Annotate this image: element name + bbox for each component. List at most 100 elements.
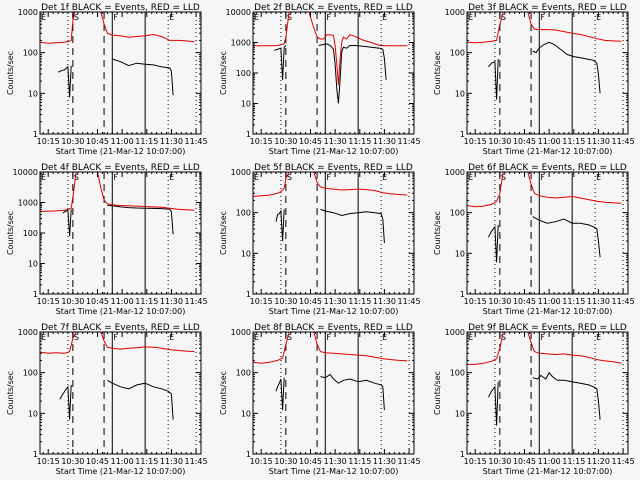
interval-marker-label: E (468, 333, 473, 342)
y-axis-label: Counts/sec (219, 51, 228, 95)
x-tick-label: 11:45 (398, 137, 421, 146)
x-tick-label: 10:15 (37, 137, 60, 146)
lld-series-line (253, 172, 408, 197)
interval-marker-label: F (326, 333, 331, 342)
y-tick-label: 10 (455, 89, 465, 98)
y-tick-label: 10 (241, 100, 251, 109)
panel-title: Det 5f BLACK = Events, RED = LLD (254, 163, 413, 173)
y-tick-label: 10 (241, 409, 251, 418)
plot-frame (466, 331, 629, 455)
panel-title: Det 2f BLACK = Events, RED = LLD (254, 3, 413, 13)
plot-frame (39, 11, 202, 135)
y-axis-label: Counts/sec (6, 371, 15, 415)
x-tick-label: 10:45 (86, 137, 109, 146)
y-tick-label: 1000 (445, 8, 465, 17)
y-tick-label: 100 (450, 369, 465, 378)
x-tick-label: 10:15 (37, 457, 60, 466)
plot-frame (252, 331, 415, 455)
x-tick-label: 11:15 (348, 457, 371, 466)
panel-title: Det 6f BLACK = Events, RED = LLD (468, 163, 627, 173)
interval-marker-label: F (326, 173, 331, 182)
interval-marker-label: E (41, 333, 46, 342)
plot-frame (252, 11, 415, 135)
x-tick-label: 10:30 (488, 457, 511, 466)
x-tick-label: 11:30 (587, 137, 610, 146)
x-tick-label: 10:15 (464, 457, 487, 466)
x-tick-label: 11:15 (135, 297, 158, 306)
x-tick-label: 11:00 (111, 297, 134, 306)
x-tick-label: 11:45 (612, 297, 635, 306)
y-tick-label: 100 (450, 209, 465, 218)
lld-series-line (467, 12, 622, 44)
y-axis-label: Counts/sec (6, 51, 15, 95)
lld-series-line (40, 172, 195, 212)
y-tick-label: 10 (28, 409, 38, 418)
y-tick-label: 100 (450, 49, 465, 58)
panel-title: Det 7f BLACK = Events, RED = LLD (41, 323, 200, 333)
x-tick-label: 11:15 (562, 297, 585, 306)
x-tick-label: 10:15 (464, 297, 487, 306)
interval-marker-label: S (287, 333, 292, 342)
x-tick-label: 11:30 (160, 457, 183, 466)
x-tick-label: 11:15 (562, 137, 585, 146)
interval-marker-label: F (540, 13, 545, 22)
x-tick-label: 10:30 (61, 137, 84, 146)
events-series-line (274, 43, 387, 104)
events-series-line (59, 379, 174, 420)
x-tick-label: 10:30 (274, 457, 297, 466)
x-tick-label: 10:15 (464, 137, 487, 146)
x-tick-label: 10:45 (86, 297, 109, 306)
events-series-line (488, 41, 601, 100)
y-tick-label: 1000 (231, 328, 251, 337)
plot-frame (252, 171, 415, 295)
y-tick-label: 10 (241, 249, 251, 258)
x-tick-label: 11:15 (135, 457, 158, 466)
interval-marker-label: E (254, 13, 259, 22)
x-tick-label: 11:15 (135, 137, 158, 146)
y-tick-label: 1000 (231, 39, 251, 48)
interval-marker-label: E (169, 333, 174, 342)
x-tick-label: 10:15 (250, 297, 273, 306)
interval-marker-label: E (169, 173, 174, 182)
y-tick-label: 100 (236, 369, 251, 378)
y-tick-label: 1000 (445, 328, 465, 337)
interval-marker-label: E (382, 173, 387, 182)
x-tick-label: 11:45 (398, 297, 421, 306)
x-tick-label: 11:00 (538, 297, 561, 306)
y-tick-label: 100 (23, 229, 38, 238)
panel-title: Det 9f BLACK = Events, RED = LLD (468, 323, 627, 333)
lld-series-line (467, 332, 622, 365)
panel-title: Det 4f BLACK = Events, RED = LLD (41, 163, 200, 173)
lld-series-line (40, 12, 195, 44)
y-tick-label: 100 (236, 209, 251, 218)
panel-title: Det 8f BLACK = Events, RED = LLD (254, 323, 413, 333)
y-tick-label: 1 (33, 290, 38, 299)
y-tick-label: 1000 (18, 328, 38, 337)
y-tick-label: 10 (28, 89, 38, 98)
interval-marker-label: E (254, 333, 259, 342)
y-tick-label: 1000 (445, 168, 465, 177)
x-tick-label: 10:45 (513, 137, 536, 146)
interval-marker-label: S (287, 13, 292, 22)
x-tick-label: 10:45 (299, 297, 322, 306)
x-tick-label: 11:30 (160, 297, 183, 306)
x-axis-label: Start Time (21-Mar-12 10:07:00) (483, 147, 613, 156)
x-tick-label: 11:30 (324, 137, 347, 146)
x-tick-label: 11:30 (373, 297, 396, 306)
interval-marker-label: S (74, 173, 79, 182)
x-tick-label: 10:45 (513, 297, 536, 306)
interval-marker-label: E (468, 173, 473, 182)
interval-marker-label: E (596, 333, 601, 342)
x-tick-label: 10:45 (513, 457, 536, 466)
x-tick-label: 10:30 (61, 457, 84, 466)
x-axis-label: Start Time (21-Mar-12 10:07:00) (56, 147, 186, 156)
y-tick-label: 1 (460, 290, 465, 299)
interval-marker-label: F (326, 13, 331, 22)
x-tick-label: 10:30 (274, 137, 297, 146)
interval-marker-label: S (501, 333, 506, 342)
x-tick-label: 11:45 (612, 137, 635, 146)
